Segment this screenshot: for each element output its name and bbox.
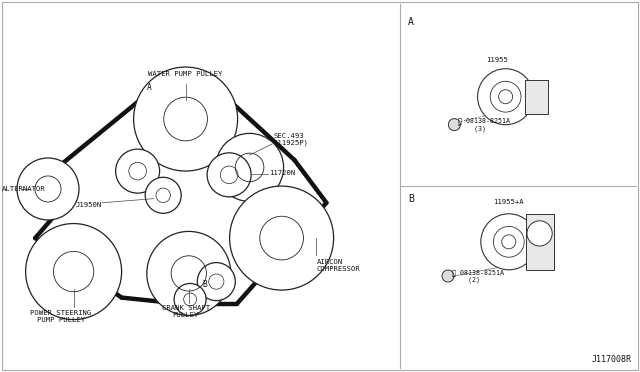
Ellipse shape	[230, 186, 333, 290]
Text: POWER STEERING
PUMP PULLEY: POWER STEERING PUMP PULLEY	[30, 310, 92, 323]
Text: J1950N: J1950N	[76, 202, 102, 208]
Bar	[525, 214, 554, 270]
Ellipse shape	[207, 153, 251, 197]
Text: Ⓑ 08138-8251A
    (2): Ⓑ 08138-8251A (2)	[452, 269, 504, 283]
Text: WATER PUMP PULLEY: WATER PUMP PULLEY	[148, 71, 223, 77]
Text: 11955+A: 11955+A	[493, 199, 524, 205]
Text: B: B	[408, 194, 414, 204]
Ellipse shape	[197, 263, 236, 301]
Ellipse shape	[134, 67, 237, 171]
Text: J117008R: J117008R	[592, 355, 632, 364]
Text: AIRCON
COMPRESSOR: AIRCON COMPRESSOR	[317, 259, 360, 272]
Circle shape	[442, 270, 454, 282]
Text: A: A	[147, 83, 152, 92]
Text: ALTERNATOR: ALTERNATOR	[2, 186, 45, 192]
Text: SEC.493
(11925P): SEC.493 (11925P)	[274, 133, 309, 146]
Ellipse shape	[216, 134, 284, 201]
Text: B: B	[202, 280, 207, 289]
Ellipse shape	[17, 158, 79, 220]
Text: 11720N: 11720N	[269, 170, 295, 176]
Ellipse shape	[26, 224, 122, 320]
Text: Ⓑ 08138-8251A
    (3): Ⓑ 08138-8251A (3)	[458, 118, 510, 132]
Circle shape	[449, 119, 460, 131]
Bar	[525, 80, 548, 113]
Ellipse shape	[477, 69, 534, 125]
Text: A: A	[408, 17, 414, 27]
Ellipse shape	[174, 283, 206, 315]
Ellipse shape	[527, 221, 552, 246]
Ellipse shape	[147, 231, 231, 315]
Text: CRANK SHAFT
PULLEY: CRANK SHAFT PULLEY	[161, 305, 210, 318]
Ellipse shape	[145, 177, 181, 213]
Ellipse shape	[116, 149, 159, 193]
Text: 11955: 11955	[486, 57, 508, 63]
Ellipse shape	[481, 214, 537, 270]
